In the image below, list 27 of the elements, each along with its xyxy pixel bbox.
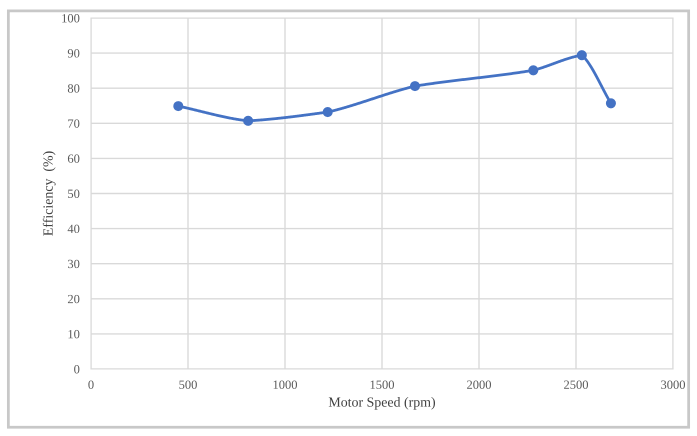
x-axis-title: Motor Speed (rpm) xyxy=(328,397,436,410)
point xyxy=(410,81,420,92)
y-tick-label: 80 xyxy=(68,84,80,93)
x-tick-label: 2000 xyxy=(467,380,492,389)
point xyxy=(576,50,587,60)
point xyxy=(606,98,616,108)
y-tick-label: 90 xyxy=(68,49,80,58)
x-tick-label: 1500 xyxy=(370,380,394,389)
y-tick-label: 40 xyxy=(68,224,80,234)
x-tick-label: 2500 xyxy=(564,380,588,389)
point xyxy=(322,107,333,118)
point xyxy=(243,116,254,126)
y-tick-label: 30 xyxy=(68,260,80,268)
y-tick-label: 70 xyxy=(68,119,80,128)
x-tick-label: 3000 xyxy=(661,380,686,389)
point xyxy=(528,65,538,76)
y-tick-label: 50 xyxy=(68,190,80,198)
y-tick-label: 60 xyxy=(68,154,80,163)
point xyxy=(173,101,184,112)
y-tick-label: 0 xyxy=(74,365,80,374)
x-tick-label: 1000 xyxy=(274,380,298,389)
x-tick-label: 500 xyxy=(179,380,197,389)
y-axis-title: Efficiency (%) xyxy=(42,151,56,236)
x-tick-label: 0 xyxy=(88,380,94,389)
y-tick-label: 100 xyxy=(62,14,80,22)
y-tick-label: 20 xyxy=(68,294,80,304)
y-tick-label: 10 xyxy=(68,330,80,338)
